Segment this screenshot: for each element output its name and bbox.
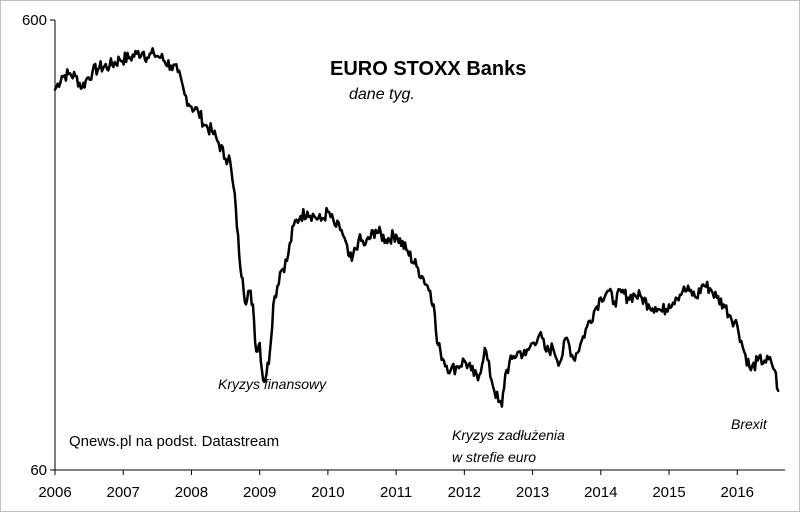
annotation-debt-crisis-line2: w strefie euro bbox=[452, 449, 536, 465]
x-axis-ticks: 2006 2007 2008 2009 2010 2011 2012 2013 2014 2015… bbox=[38, 470, 754, 501]
chart-subtitle: dane tyg. bbox=[349, 86, 415, 103]
x-tick-label: 2007 bbox=[107, 484, 140, 501]
annotation-brexit: Brexit bbox=[731, 416, 768, 432]
x-tick-label: 2010 bbox=[311, 484, 344, 501]
x-tick-label: 2014 bbox=[584, 484, 617, 501]
x-tick-label: 2012 bbox=[448, 484, 481, 501]
x-tick-label: 2015 bbox=[652, 484, 685, 501]
y-axis-ticks: 600 60 bbox=[22, 12, 55, 479]
y-tick-label: 600 bbox=[22, 12, 47, 29]
x-tick-label: 2013 bbox=[516, 484, 549, 501]
x-tick-label: 2011 bbox=[380, 484, 412, 501]
series-line bbox=[53, 47, 780, 408]
y-tick-label: 60 bbox=[30, 462, 47, 479]
chart-title: EURO STOXX Banks bbox=[330, 58, 526, 80]
annotation-debt-crisis-line1: Kryzys zadłużenia bbox=[452, 427, 565, 443]
source-note: Qnews.pl na podst. Datastream bbox=[69, 433, 279, 450]
annotation-financial-crisis: Kryzys finansowy bbox=[218, 376, 327, 392]
x-tick-label: 2008 bbox=[175, 484, 208, 501]
x-tick-label: 2009 bbox=[243, 484, 276, 501]
x-tick-label: 2016 bbox=[721, 484, 754, 501]
x-tick-label: 2006 bbox=[38, 484, 71, 501]
